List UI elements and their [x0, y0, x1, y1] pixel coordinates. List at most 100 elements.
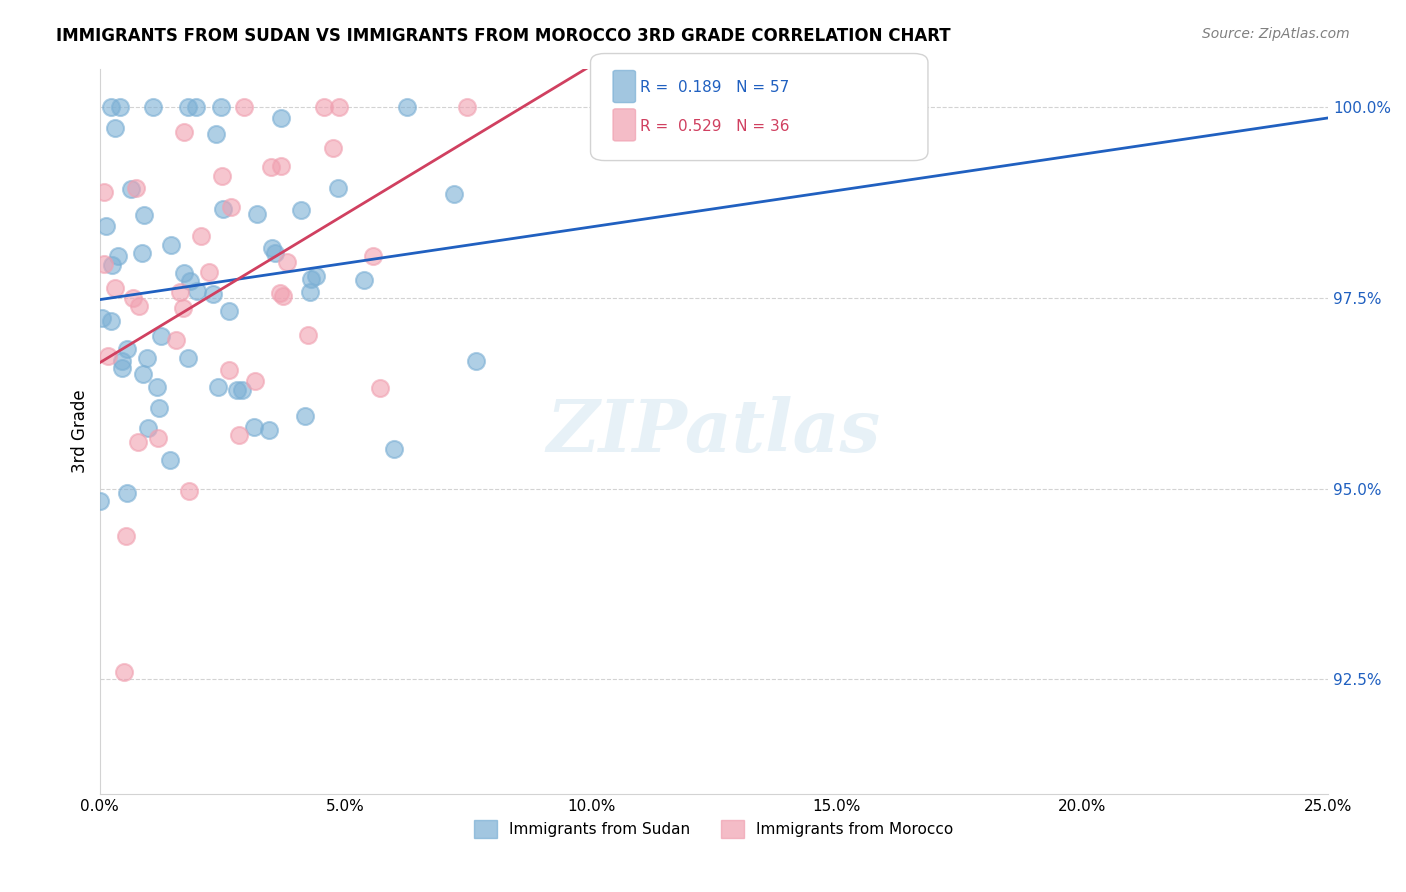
Point — [97, 349, 120, 363]
Point — [179, 274, 201, 288]
Point — [165, 333, 187, 347]
Point — [209, 100, 232, 114]
Point — [93, 257, 115, 271]
Point — [298, 285, 321, 299]
Point — [382, 442, 405, 457]
Point — [270, 111, 292, 125]
Point — [169, 285, 191, 300]
Point — [456, 100, 478, 114]
Point — [395, 100, 418, 114]
Point — [135, 351, 157, 365]
Text: Source: ZipAtlas.com: Source: ZipAtlas.com — [1202, 27, 1350, 41]
Point — [148, 401, 170, 415]
Point — [190, 228, 212, 243]
Point — [294, 409, 316, 423]
Point — [269, 286, 291, 301]
Point — [184, 100, 207, 114]
Point — [107, 249, 129, 263]
Point — [361, 249, 384, 263]
Point — [322, 141, 344, 155]
Point — [297, 327, 319, 342]
Point — [179, 483, 201, 498]
Text: IMMIGRANTS FROM SUDAN VS IMMIGRANTS FROM MOROCCO 3RD GRADE CORRELATION CHART: IMMIGRANTS FROM SUDAN VS IMMIGRANTS FROM… — [56, 27, 950, 45]
Point — [91, 310, 114, 325]
Point — [103, 120, 125, 135]
Point — [94, 219, 117, 233]
Point — [173, 125, 195, 139]
Point — [201, 287, 224, 301]
Point — [115, 342, 138, 356]
Point — [290, 202, 312, 217]
Point — [262, 241, 284, 255]
Point — [115, 486, 138, 500]
Point — [100, 100, 122, 114]
Point — [259, 160, 281, 174]
Point — [226, 383, 249, 397]
Point — [111, 354, 134, 368]
Point — [136, 421, 159, 435]
Text: R =  0.529   N = 36: R = 0.529 N = 36 — [640, 120, 789, 134]
Point — [146, 380, 169, 394]
Point — [205, 128, 228, 142]
Point — [122, 291, 145, 305]
Point — [212, 202, 235, 216]
Point — [160, 238, 183, 252]
Point — [242, 419, 264, 434]
Point — [89, 494, 111, 508]
Point — [228, 427, 250, 442]
Point — [159, 453, 181, 467]
Point — [246, 207, 269, 221]
Point — [270, 159, 292, 173]
Point — [177, 351, 200, 365]
Text: R =  0.189   N = 57: R = 0.189 N = 57 — [640, 80, 789, 95]
Point — [211, 169, 233, 183]
Point — [218, 363, 240, 377]
Point — [233, 100, 256, 114]
Point — [132, 208, 155, 222]
Point — [197, 265, 219, 279]
Point — [108, 100, 131, 114]
Point — [111, 360, 134, 375]
Point — [305, 269, 328, 284]
Point — [276, 255, 298, 269]
Point — [146, 431, 169, 445]
Point — [465, 354, 488, 368]
Point — [100, 314, 122, 328]
Point — [221, 200, 243, 214]
Text: ZIPatlas: ZIPatlas — [547, 396, 882, 467]
Y-axis label: 3rd Grade: 3rd Grade — [72, 390, 89, 473]
Point — [264, 245, 287, 260]
Point — [443, 186, 465, 201]
Point — [328, 100, 350, 114]
Point — [100, 258, 122, 272]
Point — [368, 381, 391, 395]
Point — [271, 289, 294, 303]
Point — [127, 434, 149, 449]
Point — [231, 384, 253, 398]
Point — [328, 180, 350, 194]
Point — [314, 100, 336, 114]
Point — [207, 380, 229, 394]
Point — [218, 304, 240, 318]
Point — [628, 127, 651, 141]
Point — [115, 528, 138, 542]
Legend: Immigrants from Sudan, Immigrants from Morocco: Immigrants from Sudan, Immigrants from M… — [468, 814, 960, 845]
Point — [245, 375, 267, 389]
Point — [112, 665, 135, 679]
Point — [299, 272, 322, 286]
Point — [120, 182, 142, 196]
Point — [149, 328, 172, 343]
Point — [173, 266, 195, 280]
Point — [142, 100, 165, 114]
Point — [132, 368, 155, 382]
Point — [104, 281, 127, 295]
Point — [186, 284, 208, 298]
Point — [131, 246, 153, 260]
Point — [172, 301, 194, 315]
Point — [125, 181, 148, 195]
Point — [128, 299, 150, 313]
Point — [353, 273, 375, 287]
Point — [259, 424, 281, 438]
Point — [177, 100, 200, 114]
Point — [93, 186, 115, 200]
